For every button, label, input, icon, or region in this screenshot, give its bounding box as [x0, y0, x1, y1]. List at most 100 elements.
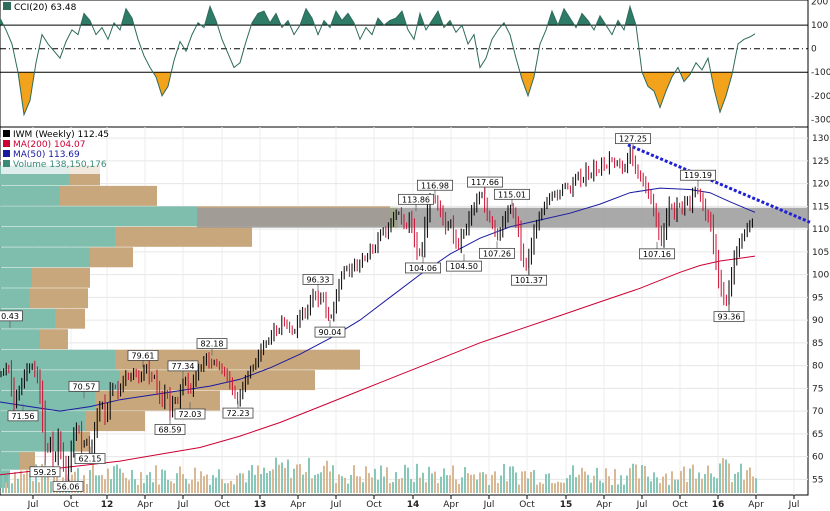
volume-bar	[674, 479, 676, 493]
volume-profile-up	[0, 247, 90, 268]
legend-swatch	[3, 160, 10, 167]
volume-bar	[86, 483, 88, 493]
volume-bar	[317, 473, 319, 493]
time-tick-label: 16	[712, 500, 725, 510]
volume-bar	[359, 476, 361, 493]
volume-bar	[212, 475, 214, 493]
volume-bar	[278, 464, 280, 493]
volume-bar	[152, 482, 154, 493]
volume-bar	[77, 468, 79, 493]
time-tick-label: Jul	[636, 500, 648, 510]
volume-bar	[41, 463, 43, 493]
volume-bar	[263, 467, 265, 493]
volume-bar	[257, 465, 259, 493]
cci-fill-segment	[522, 72, 528, 96]
volume-profile-up	[0, 185, 60, 206]
volume-bar	[269, 471, 271, 493]
volume-bar	[611, 484, 613, 493]
volume-profile-down	[95, 390, 220, 411]
price-tick-label: 95	[812, 293, 823, 303]
volume-bar	[170, 481, 172, 493]
volume-bar	[350, 474, 352, 493]
volume-bars	[2, 457, 757, 493]
volume-bar	[386, 467, 388, 493]
ma50-line	[0, 187, 756, 412]
price-panel: 0.43 71.56 70.57 79.61 77.34 82.18 72.03 68.59 7…	[0, 127, 829, 510]
volume-bar	[158, 484, 160, 493]
price-gridlines	[0, 127, 808, 495]
volume-bar	[338, 474, 340, 493]
volume-profile-down	[85, 411, 145, 432]
cci-tick-label: 0	[811, 45, 817, 55]
annotation-label: 93.36	[718, 313, 741, 322]
annotation-box	[445, 260, 482, 272]
time-tick-label: Apr	[137, 500, 153, 510]
volume-bar	[221, 479, 223, 493]
annotation-box	[167, 360, 199, 372]
volume-bar	[143, 483, 145, 493]
cci-legend: CCI(20) 63.48	[3, 2, 77, 13]
legend-background	[1, 128, 101, 174]
volume-bar	[404, 464, 406, 493]
volume-bar	[500, 475, 502, 493]
price-tick-label: 70	[812, 407, 824, 417]
volume-bar	[203, 476, 205, 493]
price-annotations: 0.43 71.56 70.57 79.61 77.34 82.18 72.03 68.59 7…	[0, 133, 745, 492]
annotation-box	[127, 350, 159, 361]
volume-bar	[5, 482, 7, 493]
volume-bar	[398, 478, 400, 493]
volume-bar	[497, 483, 499, 493]
volume-bar	[182, 474, 184, 493]
annotation-label: 119.19	[684, 171, 712, 180]
price-tick-label: 80	[812, 362, 824, 372]
volume-bar	[746, 470, 748, 493]
cci-fill-segment	[306, 8, 312, 26]
annotation-label: 116.98	[421, 181, 449, 190]
volume-bar	[431, 473, 433, 493]
volume-bar	[722, 458, 724, 493]
legend-swatch	[3, 150, 10, 157]
volume-bar	[704, 474, 706, 493]
volume-bar	[299, 464, 301, 493]
volume-bar	[578, 474, 580, 493]
price-tick-label: 55	[812, 475, 823, 485]
volume-bar	[29, 472, 31, 493]
volume-bar	[89, 470, 91, 493]
annotation-label: 0.43	[1, 312, 19, 321]
volume-bar	[122, 472, 124, 493]
volume-bar	[566, 478, 568, 493]
annotation-box	[478, 247, 515, 259]
volume-bar	[344, 477, 346, 493]
volume-bar	[245, 482, 247, 493]
volume-bar	[518, 484, 520, 493]
volume-bar	[434, 471, 436, 493]
time-tick-label: 14	[407, 500, 420, 510]
volume-profile-down	[75, 431, 90, 452]
price-tick-label: 105	[812, 248, 829, 258]
time-tick-label: Jul	[177, 500, 189, 510]
volume-bar	[392, 482, 394, 493]
volume-bar	[23, 474, 25, 493]
volume-bar	[305, 472, 307, 493]
annotation-label: 117.66	[471, 178, 499, 187]
volume-bar	[119, 468, 121, 493]
volume-bar	[383, 476, 385, 493]
volume-bar	[14, 472, 16, 493]
volume-bar	[527, 478, 529, 493]
volume-bar	[227, 483, 229, 493]
annotation-box	[680, 169, 717, 181]
volume-bar	[353, 465, 355, 493]
time-tick-label: Apr	[596, 500, 612, 510]
volume-bar	[557, 481, 559, 493]
volume-profile-up	[0, 329, 40, 350]
cci-fill-segment	[432, 11, 438, 26]
volume-bar	[587, 474, 589, 493]
volume-bar	[380, 465, 382, 493]
cci-fill-segment	[336, 11, 342, 26]
annotation-label: 82.18	[201, 340, 224, 349]
volume-profile-up	[0, 431, 75, 452]
volume-bar	[632, 463, 634, 493]
price-tick-label: 130	[812, 134, 829, 144]
volume-bar	[281, 462, 283, 493]
time-tick-label: Jul	[483, 500, 495, 510]
